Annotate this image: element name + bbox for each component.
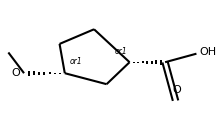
Text: O: O <box>12 68 20 78</box>
Text: or1: or1 <box>70 57 83 66</box>
Text: or1: or1 <box>115 46 128 56</box>
Text: O: O <box>172 85 181 95</box>
Text: OH: OH <box>199 47 216 57</box>
